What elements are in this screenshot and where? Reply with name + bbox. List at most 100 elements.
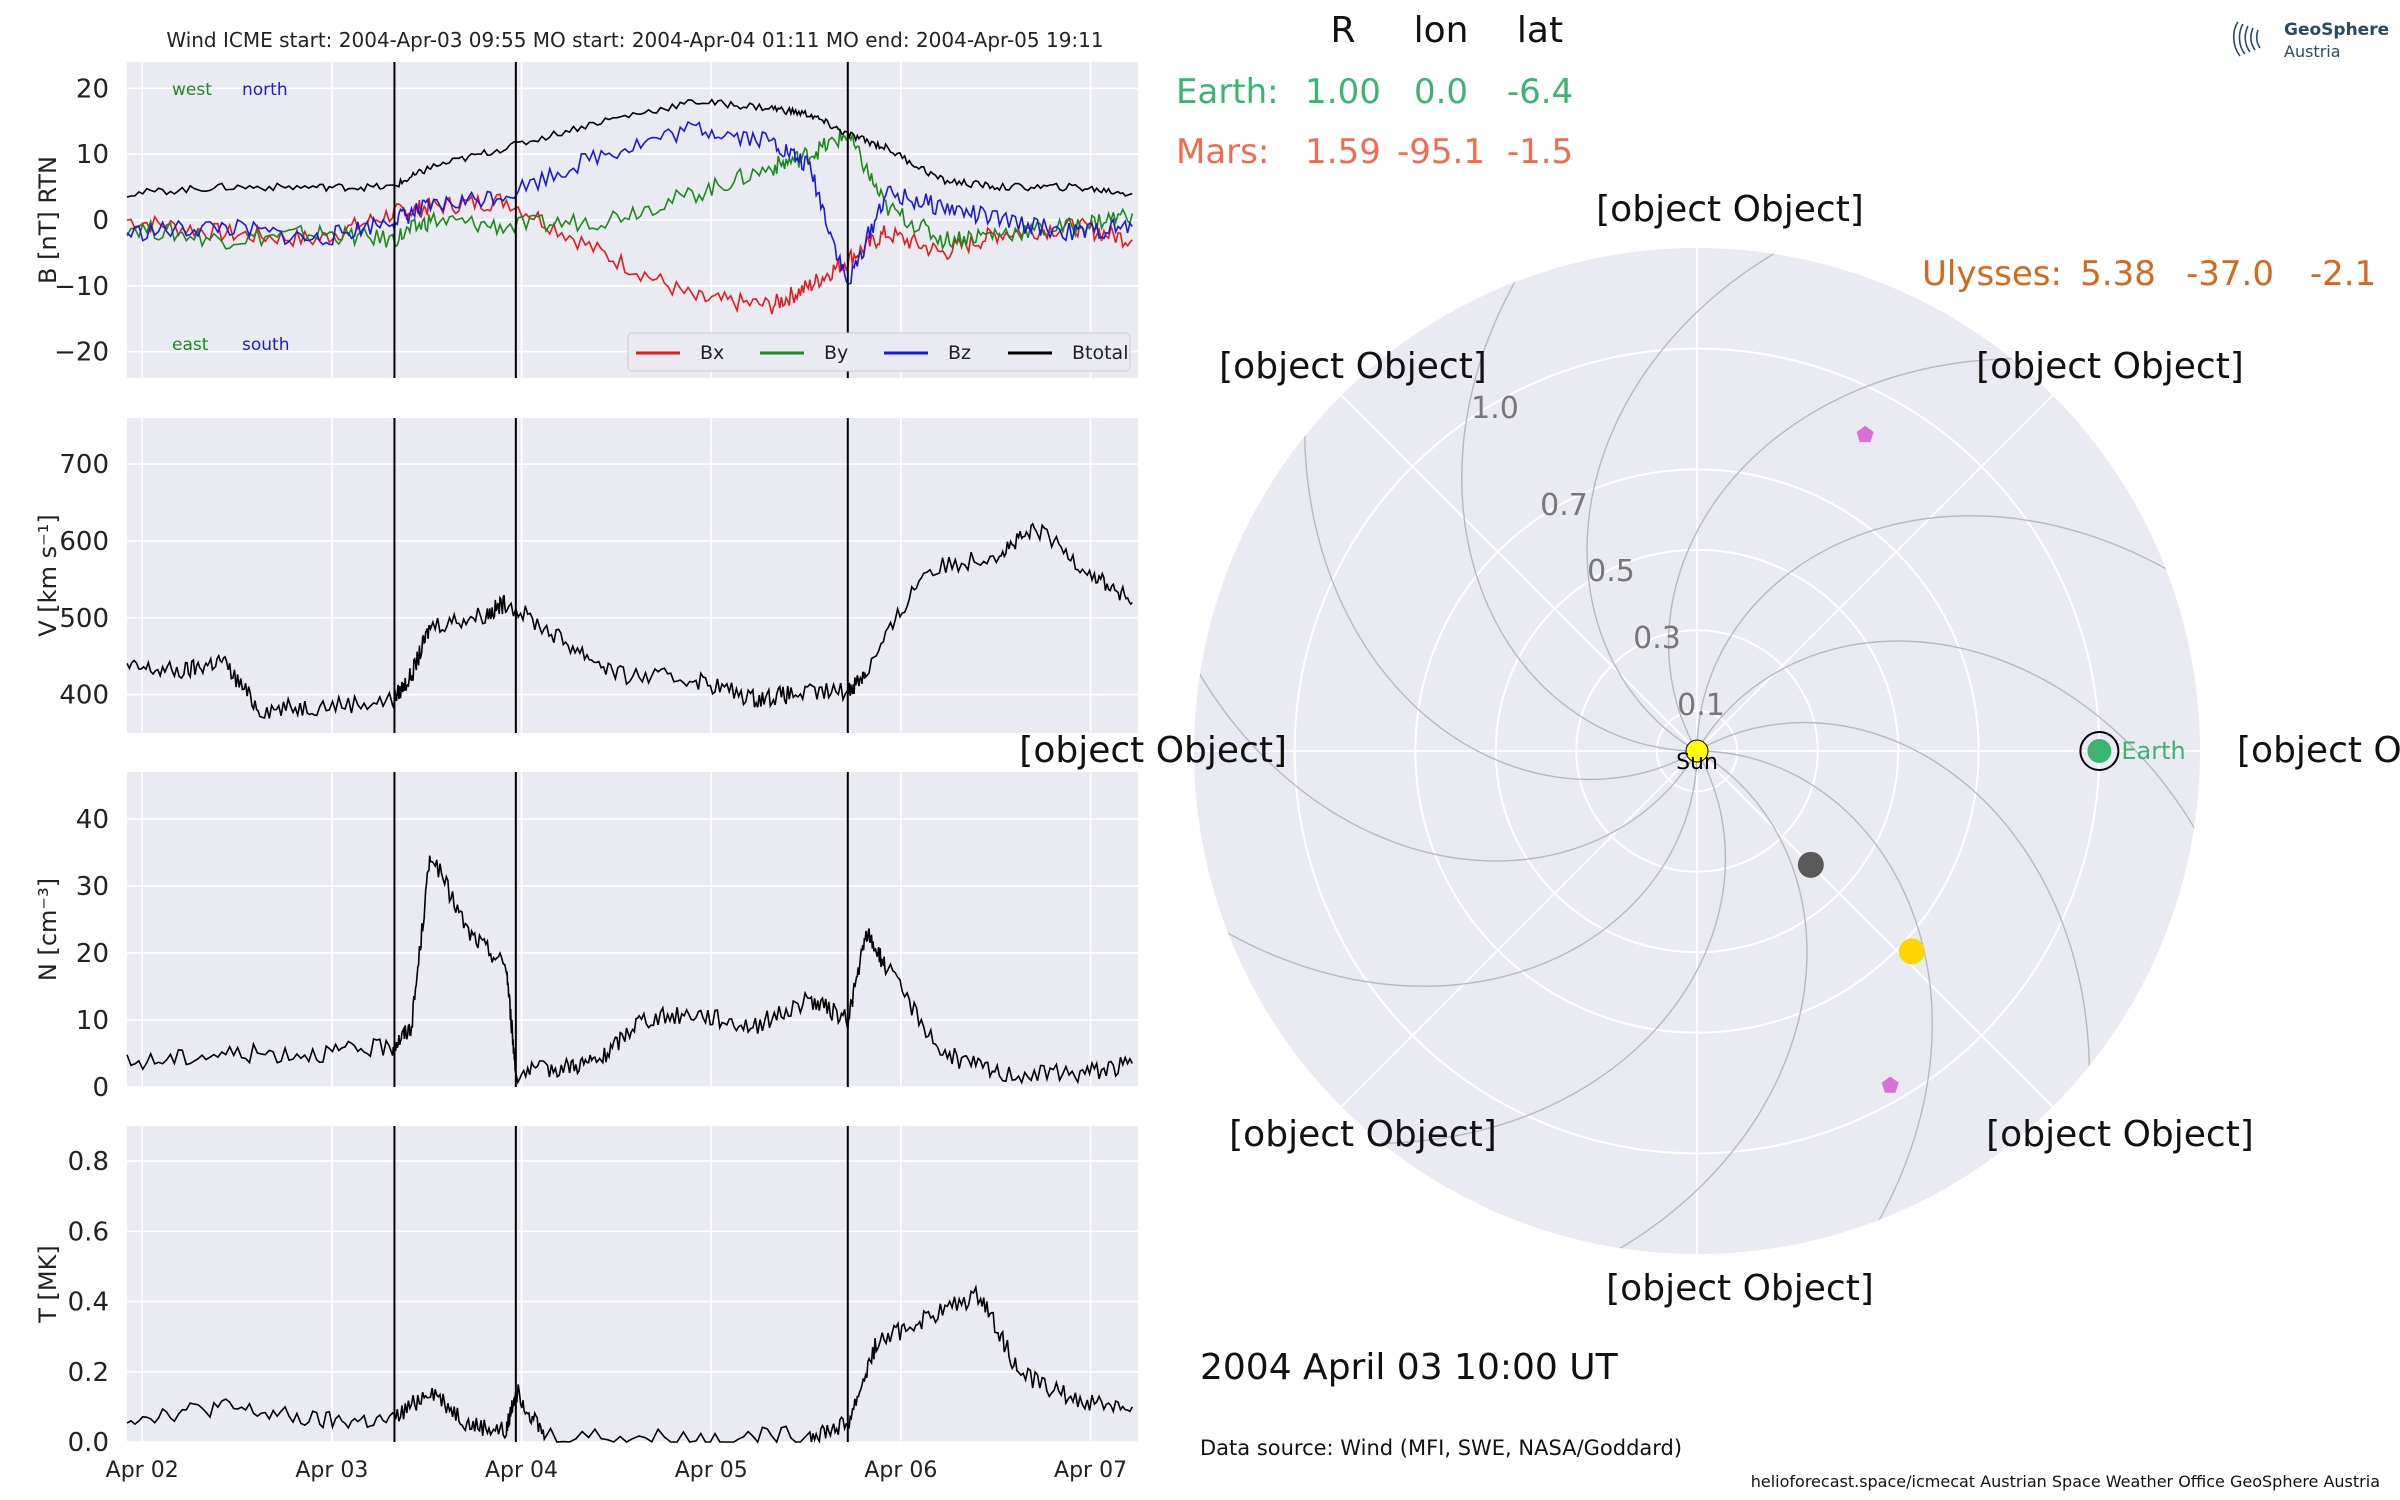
spacecraft-marker	[1856, 425, 1874, 443]
data-source: Data source: Wind (MFI, SWE, NASA/Goddar…	[1200, 1436, 1682, 1460]
angle-label: [object Object]	[1019, 730, 1287, 771]
radial-tick-label: 0.5	[1587, 554, 1635, 589]
y-tick-label: 0	[92, 1073, 109, 1103]
polar-plot: 0.1 0.3 0.5 0.7 1.0 [object Object] [object Ob…	[1019, 189, 2400, 1309]
x-tick-label: Apr 06	[864, 1458, 937, 1483]
angle-label: [object Object]	[1229, 1114, 1497, 1155]
parker-spiral-line	[1343, 750, 1727, 1145]
body-value: 1.00	[1305, 72, 1381, 112]
radial-tick-label: 0.7	[1540, 488, 1588, 523]
plot-background	[127, 1126, 1138, 1442]
x-tick-label: Apr 05	[675, 1458, 748, 1483]
legend-label: Bz	[948, 342, 971, 364]
radial-tick-label: 0.3	[1633, 621, 1681, 656]
radial-tick-label: 1.0	[1471, 391, 1519, 426]
y-tick-label: 20	[76, 939, 109, 969]
planet-marker	[1797, 851, 1824, 878]
series-line-t	[126, 1284, 1134, 1444]
legend-frame	[627, 332, 1131, 372]
geosphere-wave-icon	[2232, 21, 2261, 57]
table-header-lon: lon	[1414, 10, 1469, 51]
field-direction-annotation: north	[242, 80, 288, 100]
angular-gridline	[1696, 750, 2054, 1108]
y-tick-label: 0.0	[68, 1428, 109, 1458]
body-name: Ulysses:	[1922, 254, 2062, 294]
parker-spiral-line	[1697, 750, 1933, 1253]
body-value: -37.0	[2186, 254, 2274, 294]
angular-gridline	[1696, 394, 2054, 752]
plot-background	[127, 418, 1138, 733]
parker-spiral-line	[1696, 515, 2199, 751]
plot-background	[127, 772, 1138, 1087]
legend-label: Bx	[700, 342, 724, 364]
series-line-btotal	[126, 98, 1133, 198]
geosphere-logo: GeoSphere Austria	[2230, 14, 2390, 62]
y-tick-label: 10	[76, 140, 109, 170]
y-axis-label: V [km s⁻¹]	[34, 514, 62, 636]
angular-gridline	[1340, 394, 1698, 752]
y-tick-label: 0	[92, 206, 109, 236]
y-tick-label: 0.2	[68, 1358, 109, 1388]
b-legend: Bx By Bz Btotal	[627, 332, 1131, 372]
body-name: Mars:	[1176, 132, 1269, 172]
y-tick-label: 30	[76, 872, 109, 902]
y-axis-label: T [MK]	[34, 1245, 62, 1323]
body-value: 1.59	[1305, 132, 1381, 172]
field-direction-annotation: south	[242, 335, 289, 355]
parker-spiral-line	[1696, 640, 2200, 862]
angle-label: [object Object]	[1596, 189, 1864, 230]
figure-title: Wind ICME start: 2004-Apr-03 09:55 MO st…	[166, 28, 1103, 52]
x-tick-label: Apr 03	[295, 1458, 368, 1483]
angle-label: [object Object]	[2237, 730, 2400, 771]
series-line-by	[126, 130, 1134, 251]
angle-label: [object Object]	[1986, 1114, 2254, 1155]
angle-label: [object Object]	[1976, 346, 2244, 387]
y-axis-label: N [cm⁻³]	[34, 878, 62, 981]
y-tick-label: −10	[54, 272, 109, 302]
body-value: -95.1	[1397, 132, 1485, 172]
y-tick-label: 700	[59, 450, 109, 480]
logo-line1: GeoSphere	[2284, 20, 2390, 40]
parker-spirals	[1194, 248, 2200, 1254]
legend-label: By	[824, 342, 848, 364]
body-value: -1.5	[1507, 132, 1573, 172]
parker-spiral-line	[1303, 397, 1698, 781]
series-line-v	[126, 522, 1133, 720]
y-tick-label: 0.4	[68, 1288, 109, 1318]
credits: helioforecast.space/icmecat Austrian Spa…	[1751, 1472, 2380, 1491]
table-header-R: R	[1330, 10, 1355, 51]
earth-marker	[2087, 739, 2112, 763]
body-value: 0.0	[1414, 72, 1468, 112]
parker-spiral-line	[1696, 721, 2091, 1105]
parker-spiral-line	[1586, 248, 1808, 752]
panel-b: 20 10 0 −10 −20 B [nT] RTN	[34, 62, 1138, 378]
x-tick-label: Apr 02	[106, 1458, 179, 1483]
earth-ring	[2079, 731, 2120, 771]
sun-marker	[1685, 739, 1709, 763]
y-tick-label: 600	[59, 527, 109, 557]
x-tick-label: Apr 04	[485, 1458, 558, 1483]
parker-spiral-line	[1667, 357, 2051, 752]
y-tick-label: 40	[76, 805, 109, 835]
angular-gridline	[1340, 750, 1698, 1108]
planet-marker	[1898, 938, 1925, 965]
parker-spiral-line	[1586, 750, 1808, 1254]
earth-label: Earth	[2121, 737, 2185, 765]
logo-line2: Austria	[2284, 42, 2341, 61]
field-direction-annotation: west	[172, 80, 212, 100]
y-tick-label: 0.6	[68, 1217, 109, 1247]
field-direction-annotation: east	[172, 335, 209, 355]
angle-label: [object Object]	[1219, 346, 1487, 387]
spacecraft-marker	[1881, 1076, 1899, 1093]
parker-spiral-line	[1461, 249, 1697, 752]
y-axis-label: B [nT] RTN	[34, 156, 62, 284]
parker-spiral-line	[1194, 640, 1698, 862]
radial-tick-label: 0.1	[1677, 688, 1725, 723]
table-header-lat: lat	[1517, 10, 1563, 51]
series-line-bz	[126, 120, 1133, 285]
body-value: -6.4	[1507, 72, 1573, 112]
series-line-n	[126, 855, 1134, 1085]
body-value: -2.1	[2310, 254, 2376, 294]
timestamp: 2004 April 03 10:00 UT	[1200, 1347, 1619, 1388]
